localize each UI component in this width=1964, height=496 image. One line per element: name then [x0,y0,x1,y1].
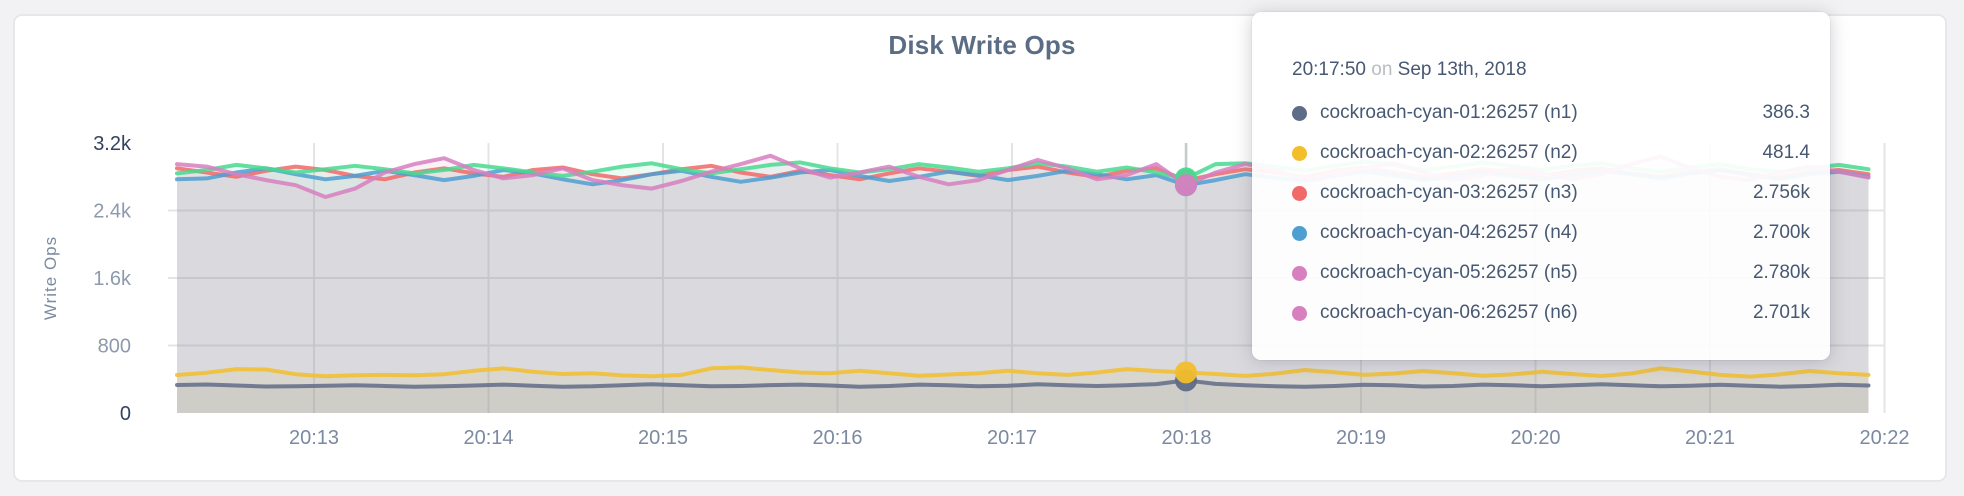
tooltip-on-word: on [1371,59,1393,80]
series-value: 2.700k [1752,222,1810,243]
svg-text:3.2k: 3.2k [93,133,132,155]
series-color-dot [1292,145,1307,161]
series-value: 386.3 [1762,102,1810,123]
series-color-dot [1292,105,1307,121]
svg-text:20:15: 20:15 [638,427,688,449]
tooltip-series-row: cockroach-cyan-03:26257 (n3) 2.756k [1292,173,1810,213]
series-color-dot [1292,185,1307,201]
svg-text:800: 800 [98,336,131,358]
series-label: cockroach-cyan-03:26257 (n3) [1320,182,1578,203]
svg-text:20:22: 20:22 [1859,427,1909,449]
svg-text:Write Ops: Write Ops [41,236,60,320]
tooltip-series-row: cockroach-cyan-04:26257 (n4) 2.700k [1292,213,1810,253]
chart-title: Disk Write Ops [888,30,1076,60]
svg-text:1.6k: 1.6k [93,268,132,290]
tooltip-series-row: cockroach-cyan-02:26257 (n2) 481.4 [1292,133,1810,173]
series-color-dot [1292,265,1307,281]
svg-text:20:18: 20:18 [1161,427,1211,449]
svg-text:20:20: 20:20 [1510,427,1560,449]
hover-marker [1175,143,1197,413]
series-label: cockroach-cyan-01:26257 (n1) [1320,102,1578,123]
tooltip-series-row: cockroach-cyan-06:26257 (n6) 2.701k [1292,293,1810,333]
series-value: 2.701k [1752,302,1810,323]
tooltip-series-row: cockroach-cyan-05:26257 (n5) 2.780k [1292,253,1810,293]
axis-labels: 0 800 1.6k 2.4k 3.2k 20:13 20:14 20:15 20:16 20:1… [41,133,1910,449]
svg-text:20:17: 20:17 [987,427,1037,449]
series-label: cockroach-cyan-02:26257 (n2) [1320,142,1578,163]
tooltip-date: Sep 13th, 2018 [1397,59,1527,80]
series-value: 481.4 [1762,142,1810,163]
svg-text:0: 0 [120,403,131,425]
tooltip-series-row: cockroach-cyan-01:26257 (n1) 386.3 [1292,93,1810,133]
series-label: cockroach-cyan-05:26257 (n5) [1320,262,1578,283]
svg-text:2.4k: 2.4k [93,201,132,223]
svg-text:20:13: 20:13 [289,427,339,449]
tooltip-header: 20:17:50 on Sep 13th, 2018 [1292,58,1810,82]
series-label: cockroach-cyan-04:26257 (n4) [1320,222,1578,243]
series-value: 2.780k [1752,262,1810,283]
series-value: 2.756k [1752,182,1810,203]
tooltip-time: 20:17:50 [1292,59,1366,80]
svg-text:20:21: 20:21 [1685,427,1735,449]
chart-tooltip: 20:17:50 on Sep 13th, 2018 cockroach-cya… [1252,12,1830,360]
series-label: cockroach-cyan-06:26257 (n6) [1320,302,1578,323]
svg-text:20:16: 20:16 [812,427,862,449]
series-color-dot [1292,305,1307,321]
svg-text:20:14: 20:14 [463,427,513,449]
svg-text:20:19: 20:19 [1336,427,1386,449]
series-color-dot [1292,225,1307,241]
